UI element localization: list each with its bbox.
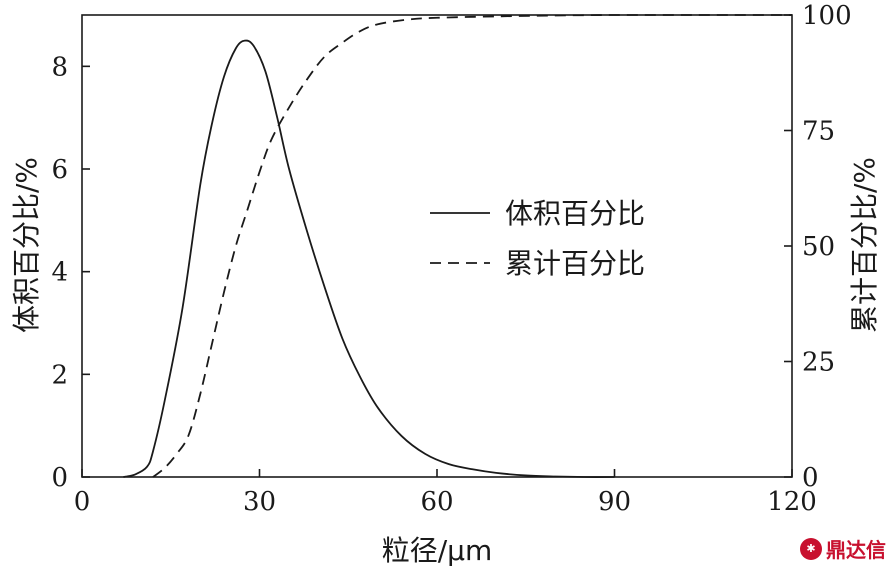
y-right-tick-label: 50 (802, 232, 835, 262)
series-line-volume (123, 39, 615, 478)
y-left-tick-label: 2 (51, 360, 68, 390)
legend-label: 体积百分比 (505, 197, 645, 230)
y-left-tick-label: 6 (51, 155, 68, 185)
legend-label: 累计百分比 (505, 247, 645, 280)
x-tick-label: 30 (243, 487, 276, 517)
y-left-tick-label: 8 (51, 52, 68, 82)
plot-frame (81, 14, 793, 478)
y-left-tick-label: 0 (51, 463, 68, 493)
y-right-tick-label: 0 (802, 463, 819, 493)
chart-series (123, 14, 792, 478)
x-axis-title: 粒径/μm (382, 534, 493, 567)
chart-axes (81, 14, 793, 478)
x-tick-label: 60 (420, 487, 453, 517)
y-right-tick-label: 100 (802, 1, 852, 31)
y-right-tick-label: 75 (802, 117, 835, 147)
y-left-tick-label: 4 (51, 258, 68, 288)
x-tick-label: 0 (74, 487, 91, 517)
y-right-tick-label: 25 (802, 348, 835, 378)
x-tick-label: 120 (767, 487, 817, 517)
series-line-cumulative (152, 14, 792, 478)
y-axis-right-title: 累计百分比/% (848, 157, 881, 333)
watermark-text: 鼎达信 (826, 538, 886, 562)
watermark-logo-icon: ✱ (800, 537, 822, 560)
y-axis-left-title: 体积百分比/% (10, 157, 43, 333)
watermark: ✱ 鼎达信 (800, 534, 886, 563)
x-tick-label: 90 (598, 487, 631, 517)
